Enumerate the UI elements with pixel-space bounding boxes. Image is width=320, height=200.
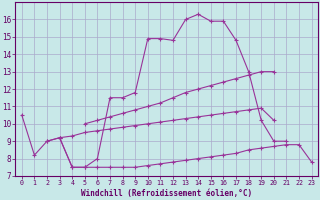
X-axis label: Windchill (Refroidissement éolien,°C): Windchill (Refroidissement éolien,°C) — [81, 189, 252, 198]
